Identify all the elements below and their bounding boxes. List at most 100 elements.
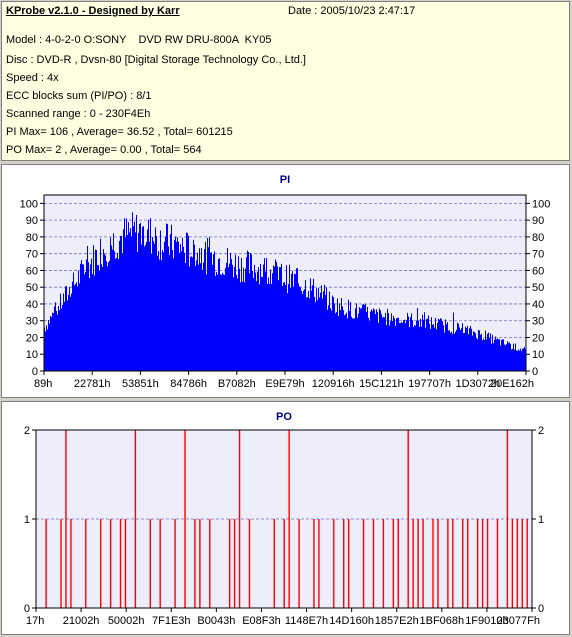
po-bar [511, 519, 514, 608]
pi-bar [175, 236, 176, 371]
pi-bar [490, 333, 491, 371]
pi-bar [158, 251, 159, 371]
po-bar [417, 519, 419, 608]
pi-bar [494, 339, 495, 371]
pi-bar [138, 232, 139, 371]
pi-summary-line: PI Max= 106 , Average= 36.52 , Total= 60… [6, 126, 233, 138]
pi-bar [367, 306, 368, 371]
pi-bar [299, 286, 300, 371]
pi-bar [116, 257, 117, 371]
pi-bar [356, 303, 357, 371]
pi-bar [452, 333, 453, 371]
pi-bar [234, 266, 235, 371]
pi-bar [328, 305, 329, 371]
pi-bar [346, 312, 347, 371]
pi-bar [284, 281, 285, 371]
pi-bar [124, 218, 125, 371]
pi-bar [337, 298, 338, 371]
pi-bar [245, 268, 246, 371]
pi-bar [363, 304, 364, 371]
pi-bar [224, 275, 225, 371]
x-tick-label: 50002h [108, 615, 145, 627]
pi-bar [387, 308, 388, 371]
pi-bar [295, 274, 296, 371]
pi-bar [336, 312, 337, 371]
pi-bar [278, 280, 279, 371]
po-bar [199, 519, 201, 608]
y-tick-label-right: 2 [538, 425, 544, 437]
chart-title: PI [280, 174, 290, 186]
x-tick-label: 14D160h [329, 615, 374, 627]
pi-bar [118, 258, 119, 371]
pi-bar [292, 270, 293, 371]
pi-bar [500, 345, 501, 371]
pi-bar [99, 270, 100, 371]
pi-bar [117, 252, 118, 371]
po-bar [467, 519, 469, 608]
pi-bar [92, 273, 93, 371]
pi-bar [150, 218, 151, 371]
pi-bar [48, 320, 49, 371]
y-tick-label-right: 100 [532, 198, 550, 210]
pi-bar [448, 330, 449, 371]
y-tick-label-right: 50 [532, 282, 544, 294]
pi-bar [248, 251, 249, 371]
po-bar [476, 519, 479, 608]
pi-bar [327, 309, 328, 371]
x-tick-label: 21002h [63, 615, 100, 627]
po-bar [318, 519, 320, 608]
pi-bar [294, 273, 295, 371]
pi-bar [45, 331, 46, 371]
pi-bar [142, 226, 143, 371]
y-tick-label-left: 50 [26, 282, 38, 294]
pi-bar [111, 245, 112, 371]
pi-bar [304, 289, 305, 371]
po-bar [506, 430, 509, 608]
pi-bar [220, 274, 221, 371]
pi-bar [285, 285, 286, 371]
pi-bar [172, 250, 173, 371]
pi-bar [235, 254, 236, 371]
po-bar [109, 519, 112, 608]
pi-bar [417, 307, 418, 371]
po-bar [392, 519, 395, 608]
x-tick-label: B0043h [197, 615, 235, 627]
pi-bar [146, 242, 147, 371]
pi-bar [318, 287, 319, 371]
pi-bar [319, 297, 320, 371]
pi-bar [496, 339, 497, 371]
pi-bar [433, 323, 434, 371]
pi-bar [70, 296, 71, 371]
pi-bar [281, 263, 282, 371]
chart-title: PO [276, 411, 292, 423]
pi-bar [145, 244, 146, 371]
pi-bar [421, 326, 422, 371]
pi-bar [380, 310, 381, 371]
po-bar [238, 430, 241, 608]
y-tick-label-right: 90 [532, 215, 544, 227]
pi-bar [437, 322, 438, 371]
pi-bar [147, 229, 148, 371]
pi-bar [205, 241, 206, 371]
po-bar [248, 519, 251, 608]
pi-bar [409, 327, 410, 371]
pi-bar [253, 278, 254, 371]
pi-bar [230, 252, 231, 371]
pi-bar [204, 249, 205, 371]
pi-bar [107, 266, 108, 371]
po-bar [516, 519, 519, 608]
pi-bar [393, 315, 394, 371]
pi-bar [54, 306, 55, 371]
y-tick-label-left: 30 [26, 316, 38, 328]
x-tick-label: 120916h [312, 378, 355, 390]
y-tick-label-right: 10 [532, 349, 544, 361]
pi-bar [282, 286, 283, 371]
pi-bar [353, 318, 354, 371]
pi-bar [78, 270, 79, 371]
pi-bar [373, 308, 374, 371]
pi-bar [213, 254, 214, 371]
pi-bar [52, 312, 53, 371]
pi-bar [334, 303, 335, 371]
pi-bar [378, 322, 379, 371]
pi-bar [345, 314, 346, 371]
